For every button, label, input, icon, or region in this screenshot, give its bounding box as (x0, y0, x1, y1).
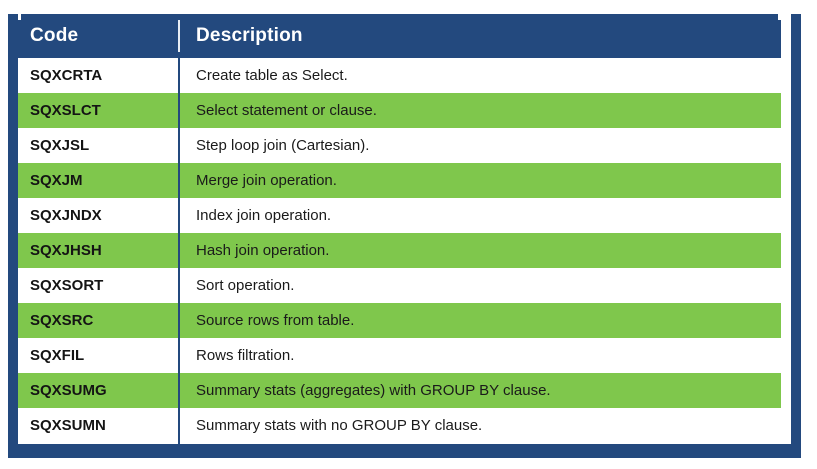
cell-description: Hash join operation. (196, 242, 330, 259)
cell-code: SQXJM (30, 172, 83, 189)
cell-code: SQXSORT (30, 277, 104, 294)
cell-code: SQXJHSH (30, 242, 102, 259)
cell-description: Source rows from table. (196, 312, 355, 329)
reference-table: Code Description SQXCRTA Create table as … (8, 14, 801, 458)
table-body: Code Description SQXCRTA Create table as … (18, 14, 791, 444)
table-row: SQXSLCT Select statement or clause. (18, 93, 791, 128)
table-row: SQXSUMN Summary stats with no GROUP BY cl… (18, 408, 791, 443)
cell-description: Summary stats with no GROUP BY clause. (196, 417, 483, 434)
header-notch-right (778, 14, 781, 20)
cell-code: SQXSUMG (30, 382, 107, 399)
table-row: SQXFIL Rows filtration. (18, 338, 791, 373)
table-row: SQXCRTA Create table as Select. (18, 58, 791, 93)
cell-code: SQXJNDX (30, 207, 102, 224)
cell-code: SQXSRC (30, 312, 94, 329)
cell-code: SQXSUMN (30, 417, 106, 434)
cell-description: Merge join operation. (196, 172, 337, 189)
table-row: SQXSRC Source rows from table. (18, 303, 791, 338)
cell-description: Create table as Select. (196, 67, 348, 84)
cell-description: Index join operation. (196, 207, 332, 224)
cell-code: SQXJSL (30, 137, 90, 154)
table-row: SQXSUMG Summary stats (aggregates) with G… (18, 373, 791, 408)
table-row: SQXJM Merge join operation. (18, 163, 791, 198)
header-column-divider (178, 20, 180, 52)
column-header-description: Description (196, 25, 303, 46)
cell-code: SQXCRTA (30, 67, 103, 84)
cell-description: Sort operation. (196, 277, 295, 294)
column-header-code: Code (30, 25, 79, 46)
cell-description: Select statement or clause. (196, 102, 377, 119)
table-row: SQXSORT Sort operation. (18, 268, 791, 303)
header-notch-left (18, 14, 21, 20)
table-row: SQXJSL Step loop join (Cartesian). (18, 128, 791, 163)
cell-description: Summary stats (aggregates) with GROUP BY… (196, 382, 551, 399)
table-rows: SQXCRTA Create table as Select. SQXSLCT Sel… (18, 58, 791, 443)
cell-description: Rows filtration. (196, 347, 295, 364)
cell-description: Step loop join (Cartesian). (196, 137, 370, 154)
cell-code: SQXFIL (30, 347, 85, 364)
table-row: SQXJHSH Hash join operation. (18, 233, 791, 268)
table-header-row: Code Description (18, 14, 791, 58)
table-row: SQXJNDX Index join operation. (18, 198, 791, 233)
cell-code: SQXSLCT (30, 102, 101, 119)
